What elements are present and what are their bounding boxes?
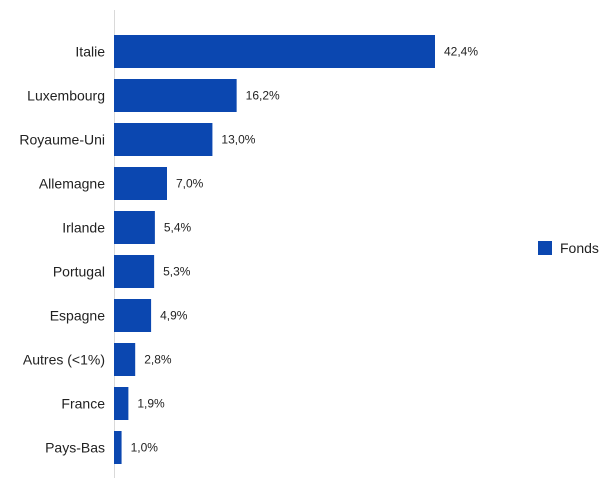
bar-autres-1 [114, 343, 136, 376]
value-label-luxembourg: 16,2% [246, 89, 280, 103]
category-label-autres-1: Autres (<1%) [23, 352, 105, 368]
category-label-italie: Italie [75, 44, 105, 60]
category-label-royaume-uni: Royaume-Uni [19, 132, 105, 148]
bar-pays-bas [114, 431, 122, 464]
category-label-espagne: Espagne [50, 308, 105, 324]
category-label-irlande: Irlande [62, 220, 105, 236]
value-label-portugal: 5,3% [163, 265, 191, 279]
bar-irlande [114, 211, 155, 244]
category-label-pays-bas: Pays-Bas [45, 440, 105, 456]
bar-france [114, 387, 129, 420]
bar-allemagne [114, 167, 167, 200]
value-label-irlande: 5,4% [164, 221, 192, 235]
value-label-autres-1: 2,8% [144, 353, 172, 367]
category-label-portugal: Portugal [53, 264, 105, 280]
category-label-allemagne: Allemagne [39, 176, 105, 192]
legend-label-fonds: Fonds [560, 240, 599, 256]
value-label-pays-bas: 1,0% [131, 441, 159, 455]
value-label-royaume-uni: 13,0% [221, 133, 255, 147]
legend-swatch-fonds [538, 241, 552, 255]
bar-espagne [114, 299, 152, 332]
bars-layer: Italie 42,4% Luxembourg 16,2% Royaume-Uni 13,… [19, 35, 478, 464]
value-label-italie: 42,4% [444, 45, 478, 59]
bar-luxembourg [114, 79, 237, 112]
bar-royaume-uni [114, 123, 213, 156]
bar-portugal [114, 255, 155, 288]
value-label-espagne: 4,9% [160, 309, 188, 323]
category-label-luxembourg: Luxembourg [27, 88, 105, 104]
category-label-france: France [61, 396, 105, 412]
bar-italie [114, 35, 435, 68]
value-label-allemagne: 7,0% [176, 177, 204, 191]
value-label-france: 1,9% [137, 397, 165, 411]
legend: Fonds [538, 240, 599, 256]
